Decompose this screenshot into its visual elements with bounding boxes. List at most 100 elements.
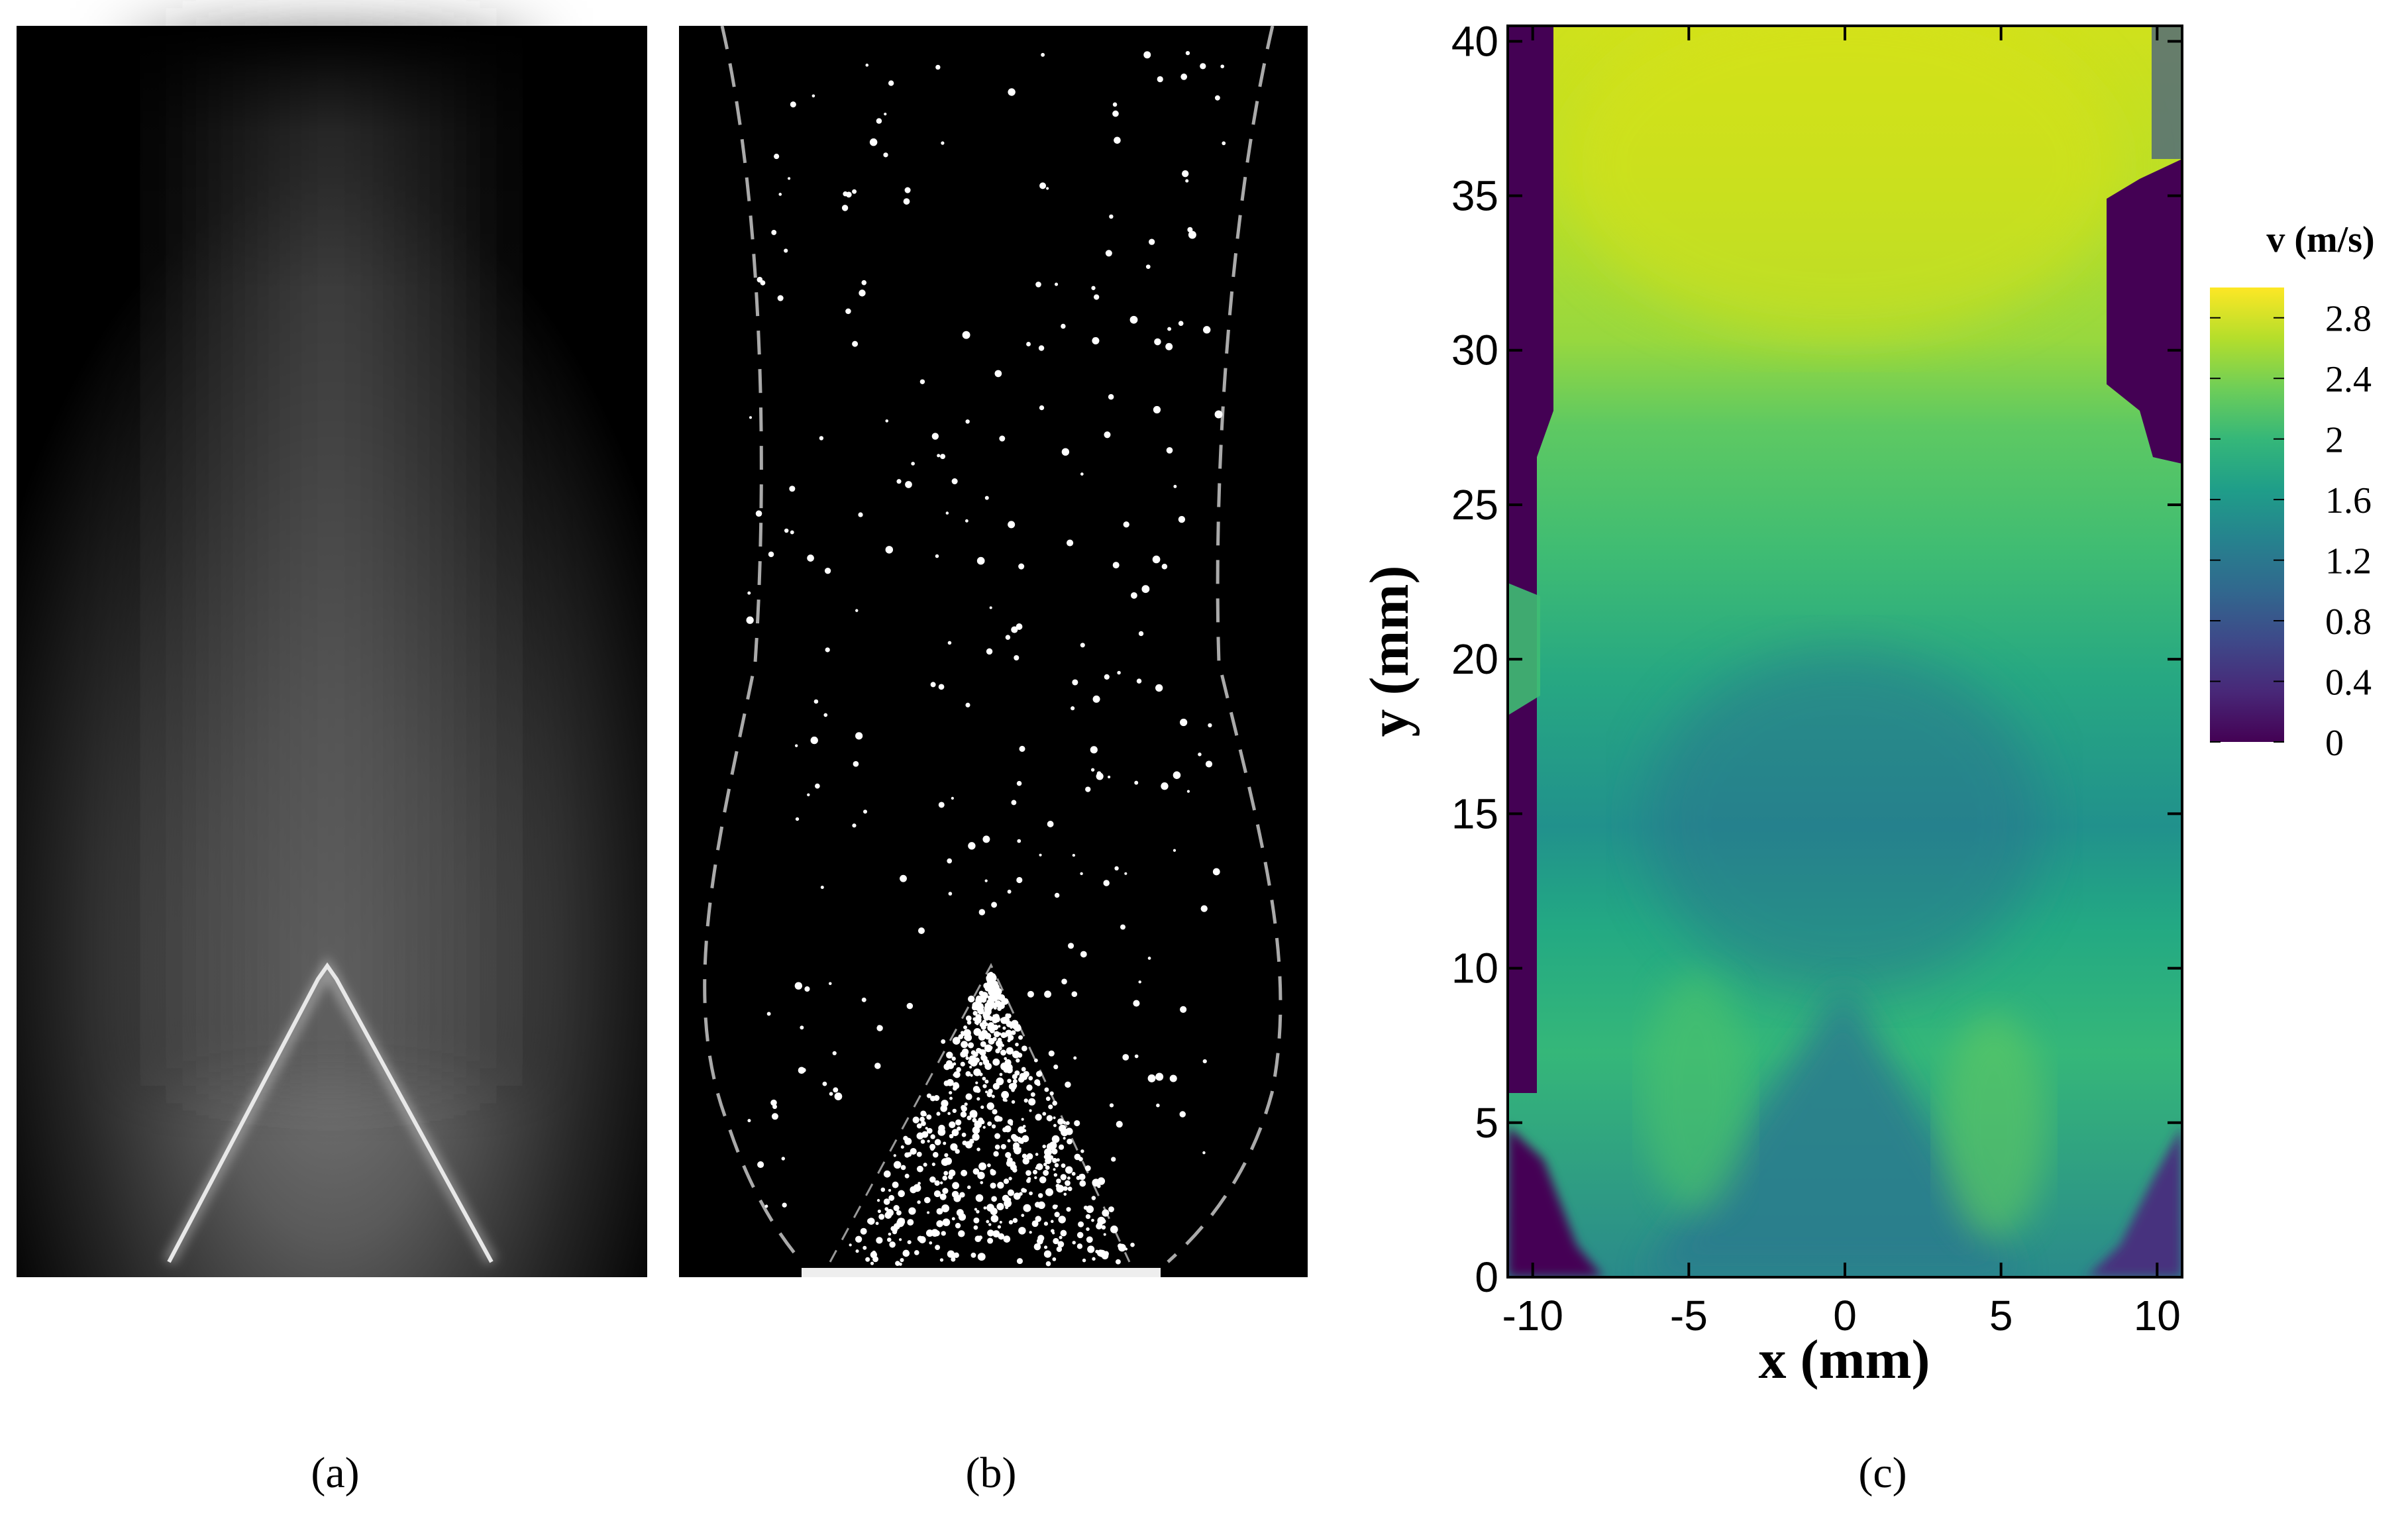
- particle: [923, 1112, 927, 1117]
- particle: [984, 1004, 992, 1013]
- particle: [906, 1002, 914, 1010]
- particle: [1090, 746, 1098, 754]
- particle: [884, 1212, 892, 1219]
- particle: [1007, 890, 1012, 894]
- particle: [1029, 1191, 1033, 1196]
- particle: [1124, 872, 1127, 875]
- particle: [1083, 1205, 1088, 1210]
- particle: [1096, 1223, 1102, 1229]
- particle: [755, 510, 762, 517]
- particle: [1109, 214, 1114, 219]
- particle: [1022, 1157, 1029, 1165]
- particle: [825, 647, 830, 653]
- particle: [997, 1116, 1003, 1122]
- particle: [1008, 1220, 1014, 1225]
- particle: [865, 64, 869, 67]
- colorbar-tick-label: 1.2: [2325, 541, 2372, 582]
- particle: [1041, 52, 1045, 57]
- particle: [1056, 1158, 1060, 1162]
- particle: [1021, 1188, 1026, 1193]
- particle: [1202, 1151, 1206, 1155]
- particle: [1058, 1144, 1065, 1150]
- particle: [1120, 924, 1125, 930]
- particle: [1023, 1135, 1027, 1139]
- particle: [1017, 839, 1021, 843]
- y-tick-label: 20: [1451, 635, 1498, 683]
- particle: [962, 1140, 967, 1145]
- particle: [749, 416, 753, 419]
- particle: [1185, 179, 1189, 183]
- particle: [984, 1063, 992, 1071]
- particle: [1011, 626, 1018, 633]
- particle: [778, 193, 782, 196]
- particle: [790, 101, 796, 108]
- particle: [1058, 1216, 1066, 1224]
- particle: [987, 1121, 992, 1126]
- particle: [951, 1190, 959, 1198]
- particle: [999, 1220, 1002, 1224]
- x-tick-label: -10: [1502, 1292, 1563, 1339]
- particle: [995, 994, 1001, 1000]
- particle: [1003, 1178, 1010, 1184]
- particle: [1035, 1114, 1042, 1121]
- particle: [976, 1097, 980, 1101]
- particle: [876, 1025, 883, 1031]
- particle: [978, 909, 986, 915]
- particle: [907, 1219, 914, 1226]
- particle: [900, 874, 907, 882]
- particle: [1117, 670, 1121, 675]
- particle: [926, 1114, 932, 1120]
- particle: [1007, 1139, 1011, 1143]
- particle: [861, 997, 866, 1002]
- particle: [961, 1214, 965, 1218]
- particle: [1039, 182, 1047, 189]
- particle: [952, 1108, 957, 1114]
- particle: [979, 1049, 986, 1056]
- particle: [888, 1232, 892, 1236]
- particle: [1039, 853, 1042, 857]
- particle: [1016, 1058, 1020, 1063]
- particle: [1036, 1082, 1041, 1086]
- particle: [1018, 1035, 1023, 1040]
- particle: [973, 1068, 981, 1076]
- particle: [970, 1074, 973, 1077]
- particle: [900, 1165, 906, 1171]
- particle: [1019, 745, 1025, 752]
- particle: [1005, 635, 1011, 640]
- particle: [1056, 1178, 1061, 1184]
- particle: [947, 1062, 955, 1069]
- particle: [757, 1161, 764, 1169]
- particle: [1030, 1092, 1035, 1097]
- particle: [1203, 326, 1211, 334]
- particle: [1012, 1135, 1019, 1142]
- particle: [1133, 1000, 1140, 1007]
- particle: [1123, 521, 1129, 528]
- particle: [1084, 1165, 1091, 1171]
- particle: [885, 546, 894, 554]
- particle: [1173, 771, 1181, 779]
- particle: [853, 760, 859, 767]
- particle: [1153, 405, 1161, 414]
- particle: [1053, 1123, 1057, 1127]
- particle: [782, 1202, 787, 1208]
- particle: [885, 419, 889, 423]
- particle: [1046, 1143, 1054, 1151]
- particle: [953, 1082, 959, 1089]
- particle: [978, 1162, 986, 1171]
- particle: [852, 823, 857, 828]
- particle: [884, 1207, 889, 1211]
- particle: [1043, 1163, 1047, 1167]
- particle: [788, 177, 791, 180]
- particle: [983, 982, 990, 989]
- particle: [972, 1118, 977, 1123]
- particle: [996, 1077, 1004, 1086]
- particle: [965, 1093, 972, 1100]
- particle: [811, 94, 815, 98]
- particle: [997, 1037, 1002, 1042]
- particle: [1067, 539, 1074, 547]
- particle: [935, 1245, 941, 1251]
- particle: [1051, 1135, 1060, 1143]
- particle: [1122, 1054, 1129, 1061]
- field-edge: [1508, 26, 1553, 1093]
- particle: [967, 1185, 971, 1190]
